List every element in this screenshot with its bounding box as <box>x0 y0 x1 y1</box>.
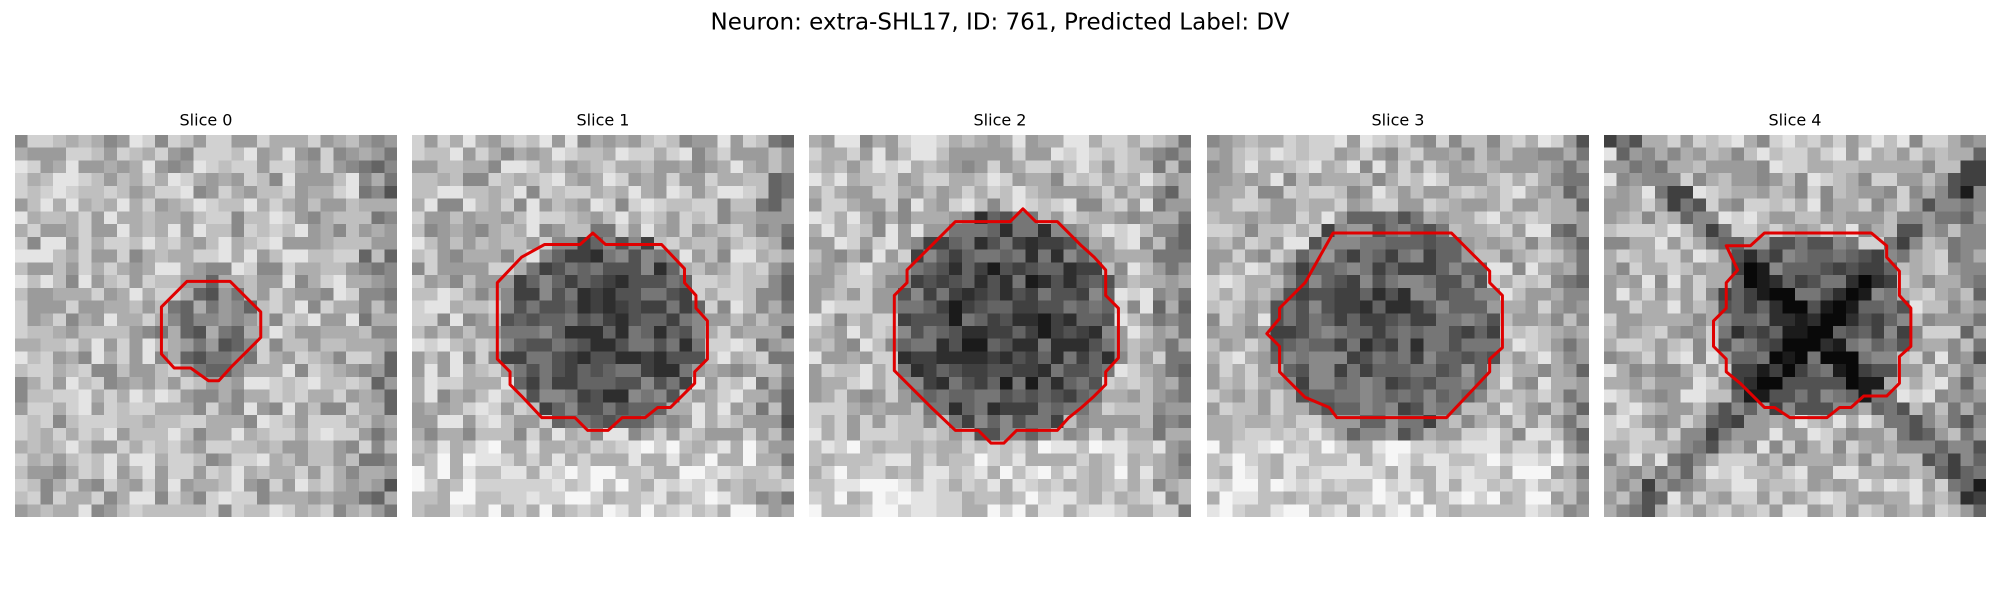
contour <box>894 209 1118 443</box>
pixels <box>898 236 1102 428</box>
pixels <box>15 135 397 517</box>
pixels <box>1604 135 1986 505</box>
panel-title: Slice 3 <box>1372 111 1425 130</box>
pixels <box>1359 287 1424 352</box>
image <box>1207 135 1589 517</box>
image <box>412 135 794 517</box>
figure-title: Neuron: extra-SHL17, ID: 761, Predicted … <box>711 10 1290 36</box>
pixels <box>1207 135 1589 517</box>
panel-title: Slice 2 <box>974 111 1027 130</box>
pixels <box>898 135 1191 517</box>
pixels <box>809 135 1191 517</box>
pixels <box>1604 135 1948 517</box>
pixels <box>898 185 1191 441</box>
pixels <box>809 135 1166 517</box>
image <box>15 135 397 517</box>
image-panel <box>412 135 794 517</box>
panel-title: Slice 4 <box>1769 111 1822 130</box>
pixels <box>1731 249 1974 505</box>
pixels <box>1604 135 1986 517</box>
pixels <box>412 135 756 517</box>
pixels <box>501 236 693 416</box>
contour <box>1714 233 1911 418</box>
pixels <box>834 135 1191 505</box>
image-panel <box>809 135 1191 517</box>
pixels <box>898 211 1115 441</box>
image <box>809 135 1191 517</box>
pixels <box>1616 147 1986 517</box>
pixels <box>412 135 794 517</box>
image-panel <box>15 135 397 517</box>
pixels <box>15 135 372 517</box>
pixels <box>1604 135 1974 517</box>
contour <box>161 281 260 380</box>
image-panel <box>1604 135 1986 517</box>
panel-title: Slice 0 <box>180 111 233 130</box>
contour <box>497 233 707 430</box>
contour <box>1267 233 1503 418</box>
image-panel <box>1207 135 1589 517</box>
pixels <box>1604 135 1961 517</box>
pixels <box>1270 185 1589 441</box>
image <box>1604 135 1986 517</box>
pixels <box>412 135 782 517</box>
pixels <box>501 236 794 428</box>
pixels <box>15 135 397 517</box>
pixels <box>1744 185 1986 492</box>
panel-title: Slice 1 <box>577 111 630 130</box>
pixels <box>809 135 1191 479</box>
pixels <box>1270 224 1500 428</box>
pixels <box>1604 135 1986 517</box>
pixels <box>1616 135 1986 517</box>
pixels <box>412 440 756 517</box>
